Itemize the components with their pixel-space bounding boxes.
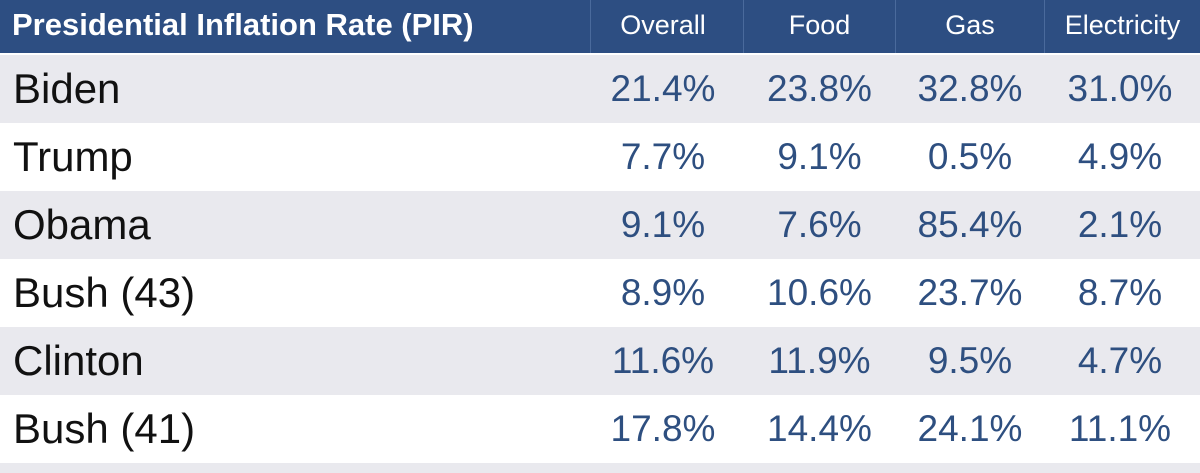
header-divider xyxy=(743,0,744,53)
table-row: Bush (41) 17.8% 14.4% 24.1% 11.1% xyxy=(0,395,1200,463)
table-footer-band xyxy=(0,463,1200,473)
value-electricity: 2.1% xyxy=(1077,204,1163,245)
value-food: 7.6% xyxy=(777,204,862,245)
header-divider xyxy=(1044,0,1045,53)
column-header-overall: Overall xyxy=(620,10,706,40)
value-overall: 7.7% xyxy=(620,136,706,177)
value-overall: 11.6% xyxy=(611,340,715,381)
president-name: Clinton xyxy=(13,337,144,384)
table-row: Bush (43) 8.9% 10.6% 23.7% 8.7% xyxy=(0,259,1200,327)
president-name: Trump xyxy=(13,133,133,180)
column-header-food: Food xyxy=(788,10,851,40)
value-gas: 9.5% xyxy=(927,340,1013,381)
president-name: Bush (43) xyxy=(13,269,196,316)
president-name: Obama xyxy=(13,201,151,248)
value-food: 14.4% xyxy=(767,408,872,449)
table-row: Biden 21.4% 23.8% 32.8% 31.0% xyxy=(0,55,1200,123)
value-food: 23.8% xyxy=(767,68,872,109)
value-gas: 0.5% xyxy=(927,136,1013,177)
table-title: Presidential Inflation Rate (PIR) xyxy=(12,7,474,42)
column-header-gas: Gas xyxy=(945,10,995,40)
value-food: 10.6% xyxy=(767,272,872,313)
value-overall: 21.4% xyxy=(610,68,716,109)
value-electricity: 11.1% xyxy=(1068,408,1172,449)
table-row: Trump 7.7% 9.1% 0.5% 4.9% xyxy=(0,123,1200,191)
president-name: Biden xyxy=(13,65,121,112)
value-overall: 8.9% xyxy=(620,272,706,313)
value-overall: 17.8% xyxy=(610,408,716,449)
value-gas: 32.8% xyxy=(917,68,1023,109)
value-electricity: 4.7% xyxy=(1077,340,1163,381)
value-overall: 9.1% xyxy=(620,204,706,245)
value-gas: 23.7% xyxy=(917,272,1023,313)
value-gas: 85.4% xyxy=(917,204,1023,245)
table-row: Obama 9.1% 7.6% 85.4% 2.1% xyxy=(0,191,1200,259)
president-name: Bush (41) xyxy=(13,405,196,452)
table-row: Clinton 11.6% 11.9% 9.5% 4.7% xyxy=(0,327,1200,395)
header-divider xyxy=(895,0,896,53)
column-header-electricity: Electricity xyxy=(1064,10,1181,40)
value-electricity: 31.0% xyxy=(1067,68,1173,109)
value-electricity: 8.7% xyxy=(1077,272,1163,313)
value-electricity: 4.9% xyxy=(1077,136,1163,177)
value-food: 11.9% xyxy=(768,340,871,381)
value-gas: 24.1% xyxy=(917,408,1023,449)
header-divider xyxy=(590,0,591,53)
table-header: Presidential Inflation Rate (PIR) Overal… xyxy=(0,0,1200,53)
value-food: 9.1% xyxy=(777,136,862,177)
